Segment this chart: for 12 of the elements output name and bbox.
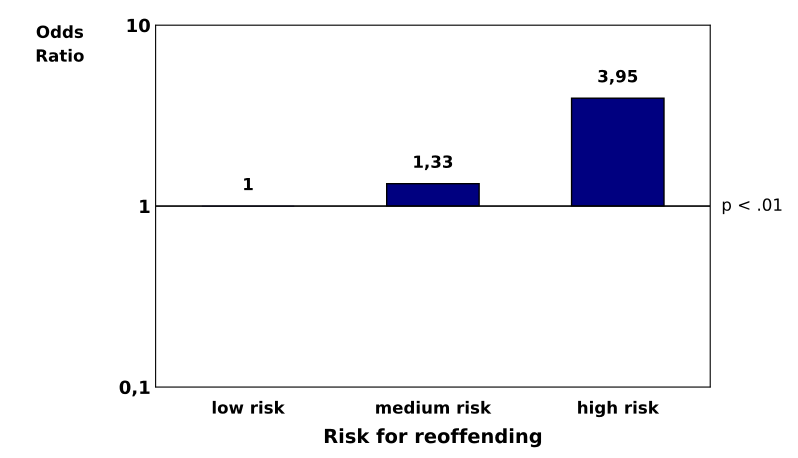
y-tick-label: 1 xyxy=(140,200,150,213)
y-tick-label: 0,1 xyxy=(120,380,150,396)
ref-line-label: p < .01 xyxy=(722,198,782,214)
data-label: 1,33 xyxy=(414,155,452,170)
x-tick-label: low risk xyxy=(212,400,286,414)
x-axis-title: Risk for reoffending xyxy=(324,428,542,448)
x-tick-label: high risk xyxy=(578,400,660,418)
y-axis-title: Odds Ratio xyxy=(36,25,84,62)
data-label: 1 xyxy=(244,178,253,190)
x-tick-label: medium risk xyxy=(376,400,492,414)
data-label: 3,95 xyxy=(598,70,638,85)
y-tick-label: 10 xyxy=(128,18,150,32)
